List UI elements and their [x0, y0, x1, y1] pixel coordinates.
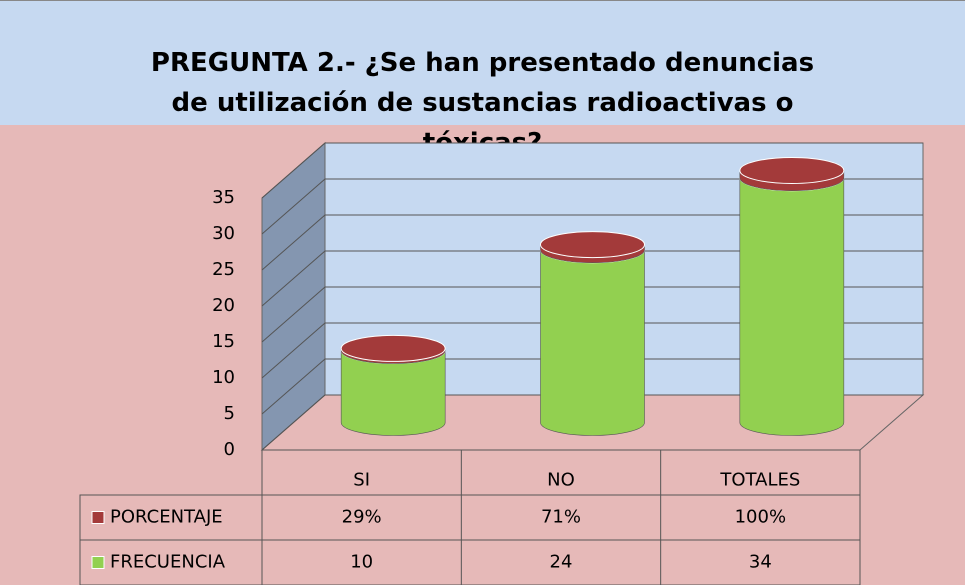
- y-tick-label: 35: [212, 187, 235, 208]
- legend-swatch: [91, 511, 105, 524]
- grid-line: [261, 214, 923, 271]
- table-value: 29%: [342, 507, 382, 528]
- table-value: 10: [350, 552, 373, 573]
- grid-line: [261, 394, 923, 451]
- table-row: [79, 539, 861, 585]
- table-value: 100%: [735, 507, 786, 528]
- grid-line: [261, 286, 923, 343]
- y-tick-label: 0: [224, 439, 235, 460]
- legend-swatch: [91, 556, 105, 569]
- table-value: 24: [550, 552, 573, 573]
- cylinder-cap: [540, 231, 645, 259]
- grid-line: [261, 142, 923, 199]
- cylinder-cap: [340, 334, 446, 362]
- x-tick-label: NO: [547, 470, 575, 491]
- y-tick-label: 25: [212, 259, 235, 280]
- legend-label: FRECUENCIA: [110, 552, 226, 573]
- legend-label: PORCENTAJE: [110, 507, 223, 528]
- grid-line: [261, 358, 923, 415]
- x-tick-label: TOTALES: [719, 470, 800, 491]
- table-value: 71%: [541, 507, 581, 528]
- cylinder-segment: [739, 177, 845, 436]
- x-tick-label: SI: [353, 470, 370, 491]
- y-tick-label: 30: [212, 223, 235, 244]
- grid-line: [261, 322, 923, 379]
- grid-line: [261, 178, 923, 235]
- cylinder-segment: [540, 249, 645, 436]
- table-value: 34: [749, 552, 772, 573]
- y-tick-label: 10: [212, 367, 235, 388]
- grid-line: [261, 250, 923, 307]
- cylinder-cap: [739, 157, 845, 184]
- y-tick-label: 15: [212, 331, 235, 352]
- y-tick-label: 20: [212, 295, 235, 316]
- y-tick-label: 5: [224, 403, 235, 424]
